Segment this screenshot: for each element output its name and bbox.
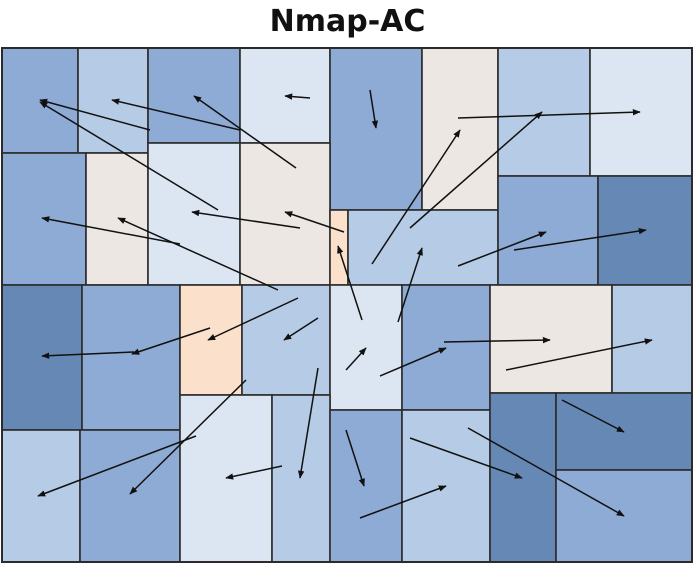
displacement-arrow-3 xyxy=(193,95,297,169)
displacement-arrow-27 xyxy=(129,379,247,495)
displacement-arrow-18 xyxy=(41,351,135,359)
treemap-cell-c22 xyxy=(401,284,491,411)
treemap-diagram xyxy=(1,47,693,563)
treemap-cell-c07 xyxy=(497,47,591,177)
displacement-arrow-30 xyxy=(345,429,365,487)
treemap-cell-c03 xyxy=(147,47,241,144)
treemap-cell-c26 xyxy=(79,429,181,563)
displacement-arrow-7 xyxy=(457,109,641,119)
treemap-cell-c28 xyxy=(271,394,331,563)
displacement-arrow-32 xyxy=(409,437,523,479)
treemap-cell-c15 xyxy=(497,175,599,286)
treemap-cell-c19 xyxy=(179,284,243,396)
treemap-cell-c05 xyxy=(329,47,423,211)
displacement-arrow-16 xyxy=(457,231,547,267)
arrows-layer xyxy=(37,89,653,519)
displacement-arrow-20 xyxy=(207,297,299,341)
displacement-arrow-15 xyxy=(397,247,423,323)
displacement-arrow-8 xyxy=(371,129,461,265)
treemap-cell-c11 xyxy=(147,142,241,286)
displacement-arrow-24 xyxy=(443,336,551,344)
treemap-cell-c23 xyxy=(489,284,613,394)
displacement-arrow-22 xyxy=(345,347,367,371)
treemap-cell-c17 xyxy=(1,284,83,431)
treemap-cell-c21 xyxy=(329,284,403,411)
displacement-arrow-29 xyxy=(298,367,319,479)
diagram-title: Nmap-AC xyxy=(269,4,426,39)
displacement-arrow-12 xyxy=(284,211,345,233)
displacement-arrow-14 xyxy=(337,245,363,321)
treemap-cell-c29 xyxy=(329,409,403,563)
displacement-arrow-23 xyxy=(379,347,447,377)
displacement-arrow-9 xyxy=(39,101,219,211)
displacement-arrow-10 xyxy=(41,216,181,245)
displacement-arrow-19 xyxy=(131,327,211,355)
displacement-arrow-34 xyxy=(561,399,625,433)
treemap-cell-c06 xyxy=(421,47,499,211)
displacement-arrow-17 xyxy=(513,227,647,251)
displacement-arrow-5 xyxy=(369,89,379,129)
treemap-cell-c27 xyxy=(179,394,273,563)
treemap-cell-c10 xyxy=(85,152,149,286)
treemap-cell-c08 xyxy=(589,47,693,177)
treemap-cell-c04 xyxy=(239,47,331,144)
treemap-cell-c31 xyxy=(489,392,557,563)
treemap-frame xyxy=(1,47,693,563)
treemap-cell-c25 xyxy=(1,429,81,563)
displacement-arrow-4 xyxy=(284,93,311,100)
treemap-cell-c24 xyxy=(611,284,693,394)
displacement-arrow-26 xyxy=(37,435,197,497)
displacement-arrow-28 xyxy=(225,465,283,480)
displacement-arrow-6 xyxy=(409,111,543,229)
displacement-arrow-11 xyxy=(191,209,301,229)
treemap-cell-c14 xyxy=(347,209,499,286)
displacement-arrow-25 xyxy=(505,338,653,371)
displacement-arrow-31 xyxy=(359,485,447,519)
displacement-arrow-13 xyxy=(117,217,279,291)
treemap-cell-c18 xyxy=(81,284,181,431)
displacement-arrow-2 xyxy=(111,98,241,131)
cells-layer xyxy=(1,47,693,563)
displacement-arrow-33 xyxy=(467,427,625,517)
displacement-arrow-1 xyxy=(39,98,151,131)
treemap-cell-c12 xyxy=(239,142,331,286)
displacement-arrow-21 xyxy=(283,317,319,341)
